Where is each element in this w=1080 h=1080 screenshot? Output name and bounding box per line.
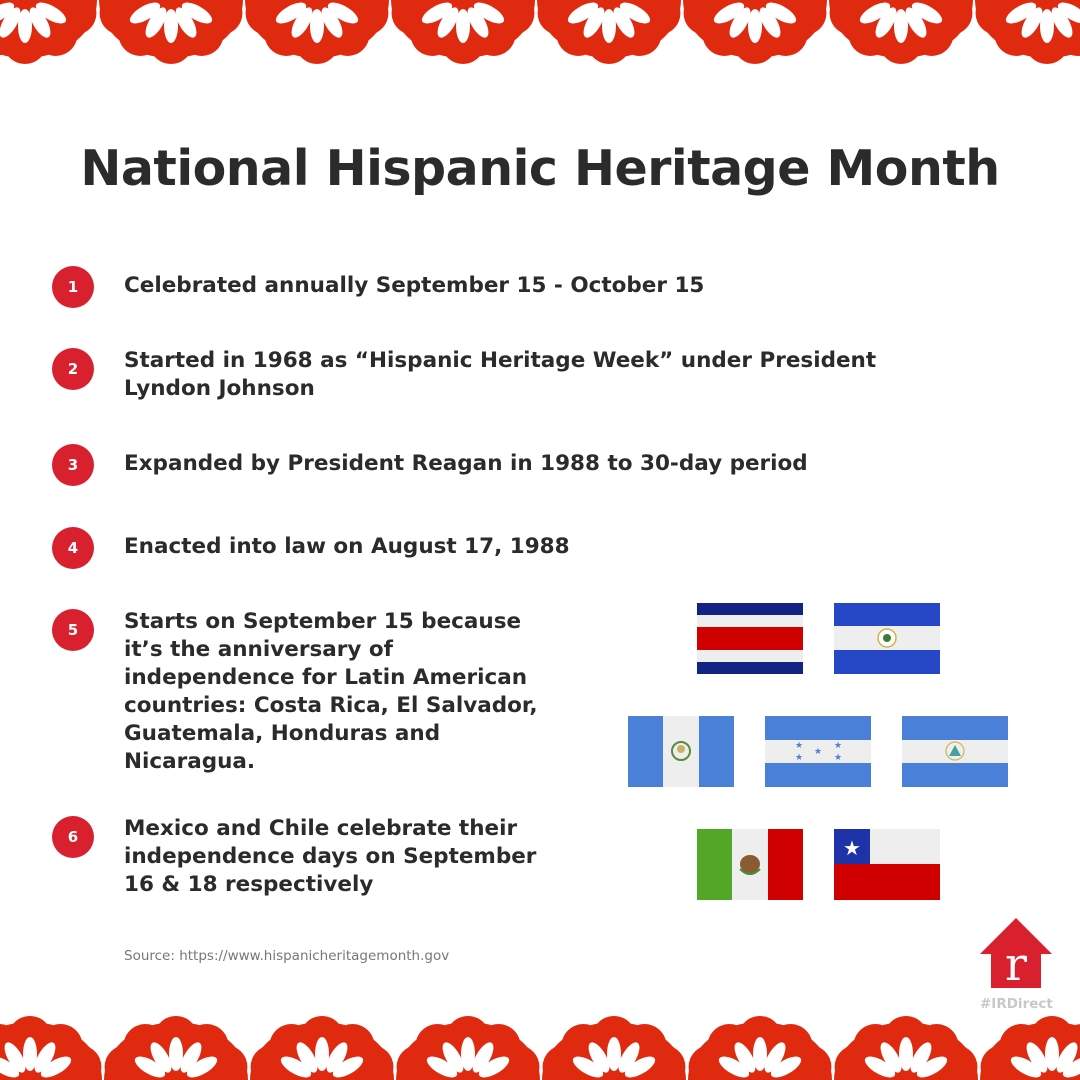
fan-ornament — [396, 1016, 540, 1080]
svg-text:★: ★ — [814, 747, 822, 757]
number-badge: 4 — [52, 527, 94, 569]
svg-text:★: ★ — [834, 753, 842, 763]
item-text: Enacted into law on August 17, 1988 — [124, 534, 570, 559]
number-badge: 3 — [52, 444, 94, 486]
number-badge: 6 — [52, 816, 94, 858]
item-text: Celebrated annually September 15 - Octob… — [124, 273, 705, 298]
item-text: Expanded by President Reagan in 1988 to … — [124, 451, 808, 476]
fan-ornament — [250, 1016, 394, 1080]
mexico-flag — [697, 829, 803, 900]
list-item: 4 Enacted into law on August 17, 1988 — [52, 527, 570, 569]
fan-ornament — [245, 0, 389, 64]
fan-ornament — [104, 1016, 248, 1080]
fan-ornament — [975, 0, 1080, 64]
fan-ornament — [537, 0, 681, 64]
fan-ornament — [99, 0, 243, 64]
guatemala-flag — [628, 716, 734, 787]
number-badge: 1 — [52, 266, 94, 308]
hashtag: #IRDirect — [980, 996, 1053, 1012]
svg-text:★: ★ — [795, 753, 803, 763]
item-text: Starts on September 15 because it’s the … — [124, 609, 538, 774]
item-text: Mexico and Chile celebrate their indepen… — [124, 816, 537, 897]
page-title: National Hispanic Heritage Month — [80, 140, 1000, 197]
svg-text:★: ★ — [843, 836, 861, 860]
house-logo-icon: r — [980, 918, 1052, 991]
list-item: 2 Started in 1968 as “Hispanic Heritage … — [52, 348, 904, 403]
chile-flag: ★ — [834, 829, 940, 900]
fan-ornament — [829, 0, 973, 64]
fan-ornament — [0, 0, 97, 64]
fan-ornament — [391, 0, 535, 64]
nicaragua-flag — [902, 716, 1008, 787]
number-badge: 2 — [52, 348, 94, 390]
list-item: 3 Expanded by President Reagan in 1988 t… — [52, 444, 808, 486]
fan-ornament — [834, 1016, 978, 1080]
papel-picado-bottom-border — [0, 1016, 1080, 1080]
list-item: 5 Starts on September 15 because it’s th… — [52, 609, 549, 776]
fan-ornament — [542, 1016, 686, 1080]
svg-text:r: r — [1005, 937, 1027, 991]
list-item: 6 Mexico and Chile celebrate their indep… — [52, 816, 544, 899]
honduras-flag: ★ ★ ★ ★ ★ — [765, 716, 871, 787]
source-citation: Source: https://www.hispanicheritagemont… — [124, 948, 450, 964]
el-salvador-flag — [834, 603, 940, 674]
list-item: 1 Celebrated annually September 15 - Oct… — [52, 266, 704, 308]
fan-ornament — [683, 0, 827, 64]
fan-ornament — [0, 1016, 102, 1080]
svg-text:★: ★ — [834, 741, 842, 751]
costa-rica-flag — [697, 603, 803, 674]
item-text: Started in 1968 as “Hispanic Heritage We… — [124, 348, 877, 401]
fan-ornament — [980, 1016, 1080, 1080]
number-badge: 5 — [52, 609, 94, 651]
fan-ornament — [688, 1016, 832, 1080]
svg-text:★: ★ — [795, 741, 803, 751]
papel-picado-top-border — [0, 0, 1080, 64]
